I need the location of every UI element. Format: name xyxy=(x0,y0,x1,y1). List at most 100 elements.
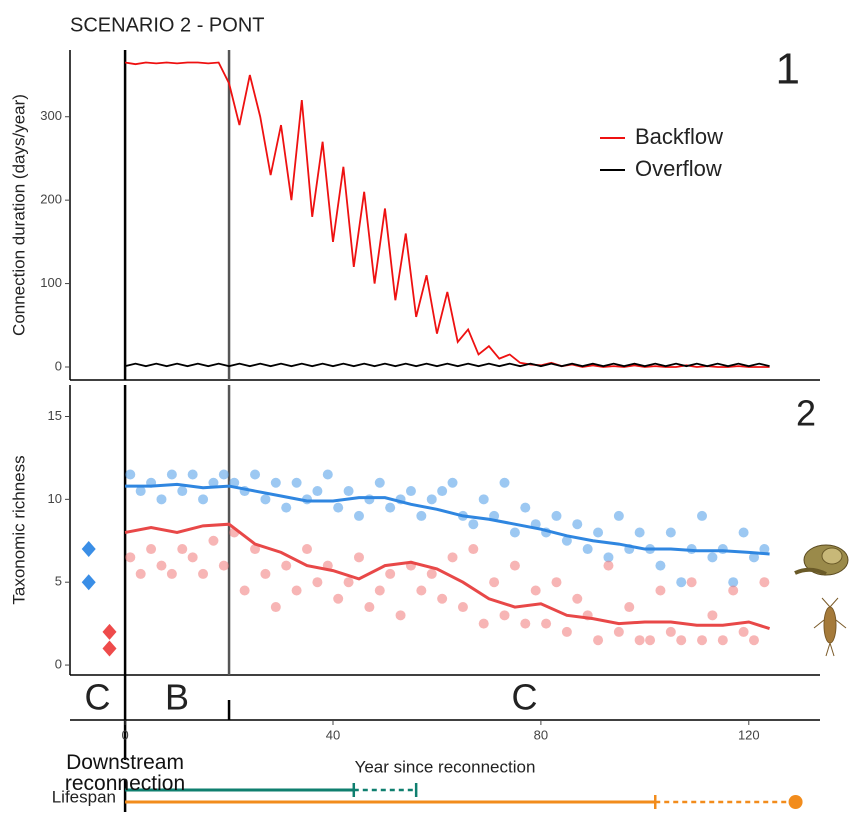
point xyxy=(437,486,448,497)
point xyxy=(530,585,541,596)
point xyxy=(572,519,583,530)
point xyxy=(156,560,167,571)
point xyxy=(177,486,188,497)
point xyxy=(260,494,271,505)
point xyxy=(707,552,718,563)
point xyxy=(697,635,708,646)
point xyxy=(593,527,604,538)
point xyxy=(748,552,759,563)
point xyxy=(489,577,500,588)
point xyxy=(634,527,645,538)
point xyxy=(416,510,427,521)
legend-label: Overflow xyxy=(635,156,722,181)
point xyxy=(478,494,489,505)
point xyxy=(447,477,458,488)
point xyxy=(385,568,396,579)
point xyxy=(426,568,437,579)
point xyxy=(218,560,229,571)
point xyxy=(281,560,292,571)
point xyxy=(312,486,323,497)
point xyxy=(281,502,292,513)
point xyxy=(468,544,479,555)
point xyxy=(551,510,562,521)
point xyxy=(250,469,261,480)
point xyxy=(437,593,448,604)
y-tick-label: 5 xyxy=(55,574,62,589)
x-tick-label: 80 xyxy=(534,727,548,742)
point xyxy=(655,560,666,571)
point xyxy=(250,544,261,555)
point xyxy=(146,544,157,555)
y-tick-label: 300 xyxy=(40,108,62,123)
x-tick-label: 120 xyxy=(738,727,760,742)
point xyxy=(270,477,281,488)
point xyxy=(509,527,520,538)
smooth-line xyxy=(125,482,770,556)
point xyxy=(208,535,219,546)
point xyxy=(676,635,687,646)
diamond-point xyxy=(81,541,96,558)
point xyxy=(603,552,614,563)
point xyxy=(520,618,531,629)
point xyxy=(385,502,396,513)
point xyxy=(593,635,604,646)
y-tick-label: 15 xyxy=(48,408,62,423)
point xyxy=(665,626,676,637)
y-tick-label: 200 xyxy=(40,192,62,207)
lifespan-label: Lifespan xyxy=(52,787,116,806)
diamond-point xyxy=(102,623,117,640)
diamond-point xyxy=(102,640,117,657)
point xyxy=(260,568,271,579)
point xyxy=(291,477,302,488)
mayfly-icon xyxy=(813,597,847,657)
point xyxy=(561,626,572,637)
point xyxy=(125,552,136,563)
y-tick-label: 0 xyxy=(55,358,62,373)
x-tick-label: 40 xyxy=(326,727,340,742)
point xyxy=(312,577,323,588)
point xyxy=(468,519,479,530)
smooth-line xyxy=(124,522,771,631)
point xyxy=(551,577,562,588)
snail-icon xyxy=(794,544,849,576)
point xyxy=(198,568,209,579)
lifespan-end-dot xyxy=(788,795,803,809)
y-axis-label: Taxonomic richness xyxy=(9,455,28,604)
panel-label: 1 xyxy=(776,45,800,94)
point xyxy=(665,527,676,538)
line-series xyxy=(124,362,770,368)
point xyxy=(270,602,281,613)
point xyxy=(645,635,656,646)
point xyxy=(416,585,427,596)
point xyxy=(333,502,344,513)
point xyxy=(447,552,458,563)
point xyxy=(208,477,219,488)
point xyxy=(582,544,593,555)
point xyxy=(166,469,177,480)
point xyxy=(603,560,614,571)
point xyxy=(364,602,375,613)
phase-label: C xyxy=(85,677,111,718)
point xyxy=(499,477,510,488)
point xyxy=(676,577,687,588)
point xyxy=(509,560,520,571)
point xyxy=(738,626,749,637)
point xyxy=(353,510,364,521)
point xyxy=(634,635,645,646)
y-tick-label: 100 xyxy=(40,275,62,290)
point xyxy=(426,494,437,505)
point xyxy=(135,568,146,579)
point xyxy=(738,527,749,538)
point xyxy=(218,469,229,480)
point xyxy=(343,486,354,497)
phase-label: B xyxy=(165,677,189,718)
chart-title: SCENARIO 2 - PONT xyxy=(70,14,264,36)
legend-label: Backflow xyxy=(635,124,723,149)
point xyxy=(457,602,468,613)
point xyxy=(343,577,354,588)
point xyxy=(187,469,198,480)
point xyxy=(717,635,728,646)
point xyxy=(364,494,375,505)
